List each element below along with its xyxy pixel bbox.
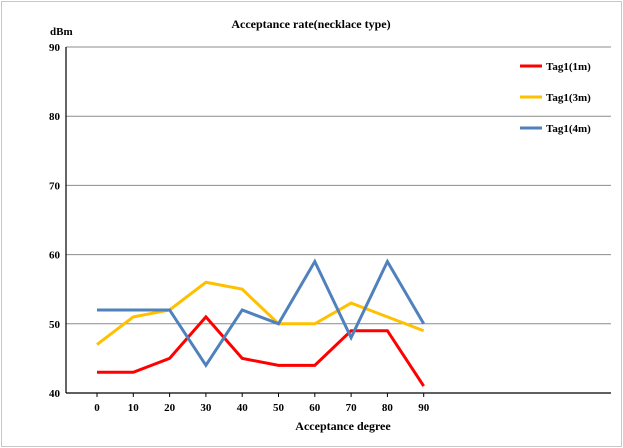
legend-label: Tag1(3m): [546, 92, 591, 104]
legend-label: Tag1(1m): [546, 61, 591, 73]
x-tick-label: 80: [382, 402, 394, 414]
x-tick-label: 90: [418, 402, 430, 414]
chart-title: Acceptance rate(necklace type): [231, 17, 390, 31]
gridlines: [66, 46, 611, 325]
x-axis-label: Acceptance degree: [295, 419, 391, 433]
x-tick-label: 10: [128, 402, 140, 414]
axes: [65, 47, 611, 397]
series-lines: [96, 258, 425, 387]
x-tick-label: 60: [309, 402, 321, 414]
y-tick-label: 60: [49, 250, 61, 262]
series-line-2: [96, 280, 425, 346]
legend: Tag1(1m) Tag1(3m) Tag1(4m): [520, 61, 591, 135]
y-tick-label: 70: [49, 180, 61, 192]
y-tick-label: 80: [49, 111, 61, 123]
y-tick-label: 40: [49, 388, 61, 400]
y-axis-label: dBm: [50, 26, 73, 38]
x-tick-label: 30: [200, 402, 212, 414]
legend-label: Tag1(4m): [546, 123, 591, 135]
x-tick-label: 40: [237, 402, 249, 414]
series-line-1: [97, 314, 425, 387]
x-tick-label: 50: [273, 402, 285, 414]
y-tick-label: 50: [49, 319, 61, 331]
x-tick-label: 20: [164, 402, 176, 414]
x-tick-label: 70: [346, 402, 358, 414]
tick-labels: 40 50 60 70 80 90 0 10 20 30 40 50 60 70 80 90: [49, 42, 430, 414]
x-tick-label: 0: [94, 402, 100, 414]
series-line-3: [97, 258, 425, 369]
y-tick-label: 90: [49, 42, 61, 54]
